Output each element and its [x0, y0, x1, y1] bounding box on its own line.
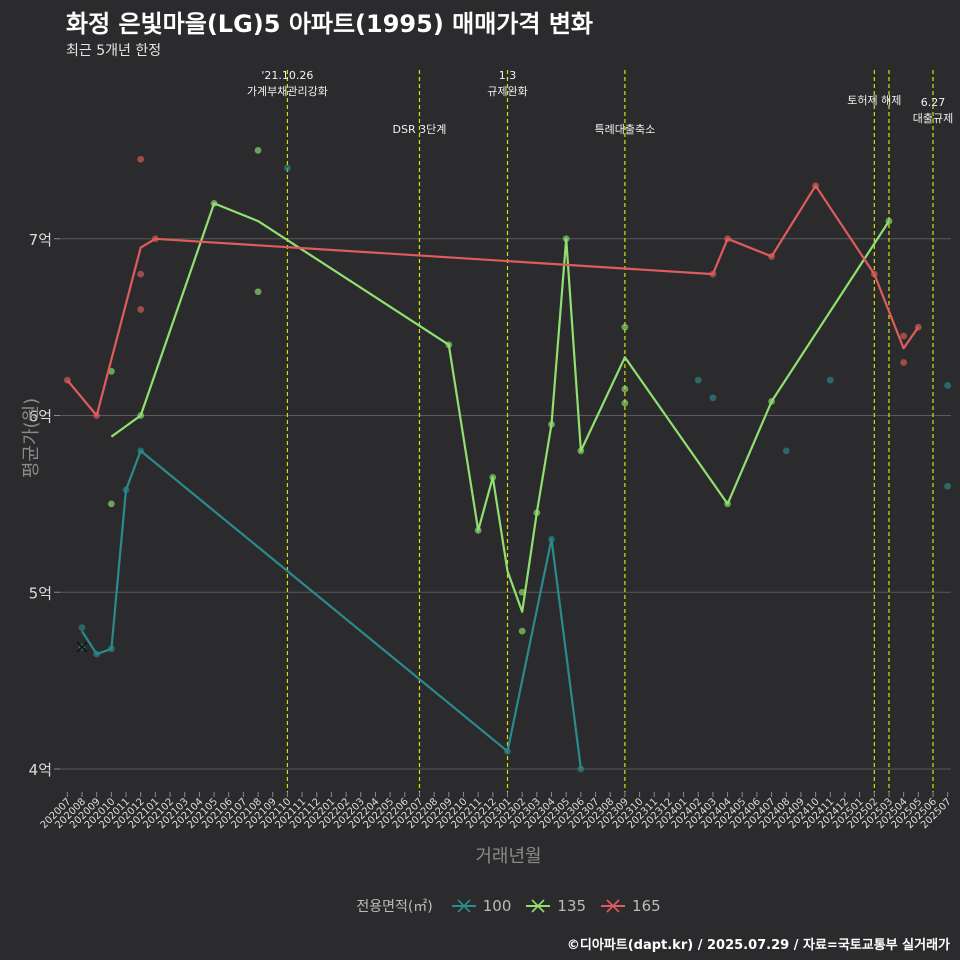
- event-label: DSR 3단계: [393, 123, 447, 136]
- data-point-135: [562, 235, 570, 243]
- legend: 전용면적(㎡) 100 135 165: [0, 896, 960, 916]
- y-axis-label: 평균가(원): [21, 397, 42, 479]
- legend-title: 전용면적(㎡): [356, 899, 433, 915]
- event-label: 규제완화: [487, 85, 527, 98]
- data-point-135: [621, 323, 629, 331]
- event-label: 대출규제: [913, 112, 953, 125]
- legend-item-100: 100: [451, 897, 512, 915]
- data-point-165: [768, 253, 775, 260]
- data-point-135: [210, 200, 218, 207]
- data-point-100: [78, 624, 86, 632]
- data-point-135: [548, 420, 555, 428]
- data-point-135: [533, 509, 541, 517]
- data-point-165: [709, 270, 717, 278]
- legend-item-165: 165: [600, 897, 661, 915]
- legend-label-165: 165: [632, 897, 661, 915]
- data-point-100: [548, 535, 555, 543]
- y-tick-label: 6억: [29, 408, 52, 426]
- data-point-135: [621, 385, 629, 393]
- data-point-100: [122, 486, 130, 494]
- y-tick-label: 4억: [29, 761, 52, 779]
- data-point-165: [137, 270, 145, 278]
- data-point-165: [900, 359, 908, 366]
- data-point-135: [137, 412, 145, 419]
- data-point-165: [63, 376, 71, 384]
- legend-label-135: 135: [557, 897, 587, 915]
- data-point-100: [93, 650, 101, 658]
- data-point-100: [107, 645, 115, 653]
- data-point-100: [782, 447, 790, 455]
- data-point-135: [254, 288, 262, 296]
- event-label: '21.10.26: [261, 69, 313, 82]
- legend-key-165-icon: [601, 899, 626, 913]
- data-point-100: [944, 482, 952, 490]
- data-point-165: [812, 182, 820, 190]
- data-point-100: [709, 394, 717, 402]
- data-point-100: [944, 382, 952, 389]
- event-label: 6.27: [921, 96, 946, 109]
- event-label: 가계부채관리강화: [247, 85, 328, 98]
- data-point-165: [151, 235, 159, 243]
- data-point-135: [107, 500, 115, 508]
- legend-item-135: 135: [525, 897, 586, 915]
- data-point-165: [137, 155, 145, 163]
- event-label: 특례대출축소: [595, 123, 656, 136]
- legend-key-135-icon: [526, 899, 551, 913]
- data-point-135: [724, 500, 731, 508]
- y-tick-label: 5억: [29, 584, 52, 602]
- data-point-100: [504, 747, 511, 755]
- data-point-100: [577, 765, 585, 773]
- data-point-135: [518, 627, 526, 635]
- chart-title: 화정 은빛마을(LG)5 아파트(1995) 매매가격 변화: [66, 10, 593, 38]
- cross-marker-icon: [76, 641, 88, 653]
- data-point-135: [768, 397, 775, 405]
- legend-key-100-icon: [451, 899, 476, 913]
- data-point-165: [870, 270, 878, 278]
- data-point-165: [93, 412, 101, 419]
- y-tick-label: 7억: [29, 231, 52, 249]
- series-line-135: [110, 202, 890, 613]
- data-point-135: [518, 588, 526, 596]
- event-label: 1.3: [499, 69, 517, 82]
- data-point-100: [694, 376, 702, 384]
- data-point-135: [254, 146, 262, 154]
- data-point-135: [621, 399, 629, 407]
- x-axis-label: 거래년월: [475, 846, 542, 867]
- data-point-100: [284, 164, 291, 172]
- data-point-135: [577, 447, 585, 455]
- data-point-135: [474, 527, 482, 534]
- series-line-100: [81, 449, 582, 770]
- series-line-165: [66, 184, 920, 417]
- source-caption: ©디아파트(dapt.kr) / 2025.07.29 / 자료=국토교통부 실…: [566, 938, 950, 953]
- legend-label-100: 100: [482, 897, 512, 915]
- data-point-100: [137, 447, 145, 455]
- data-point-165: [137, 306, 145, 313]
- data-point-165: [914, 323, 922, 331]
- data-point-135: [885, 217, 893, 225]
- data-point-165: [900, 332, 908, 340]
- event-label: 토허제 해제: [847, 93, 901, 107]
- data-point-135: [445, 341, 453, 349]
- data-point-100: [826, 376, 834, 384]
- data-point-135: [489, 473, 497, 481]
- chart-subtitle: 최근 5개년 한정: [66, 43, 162, 59]
- data-point-165: [724, 235, 731, 243]
